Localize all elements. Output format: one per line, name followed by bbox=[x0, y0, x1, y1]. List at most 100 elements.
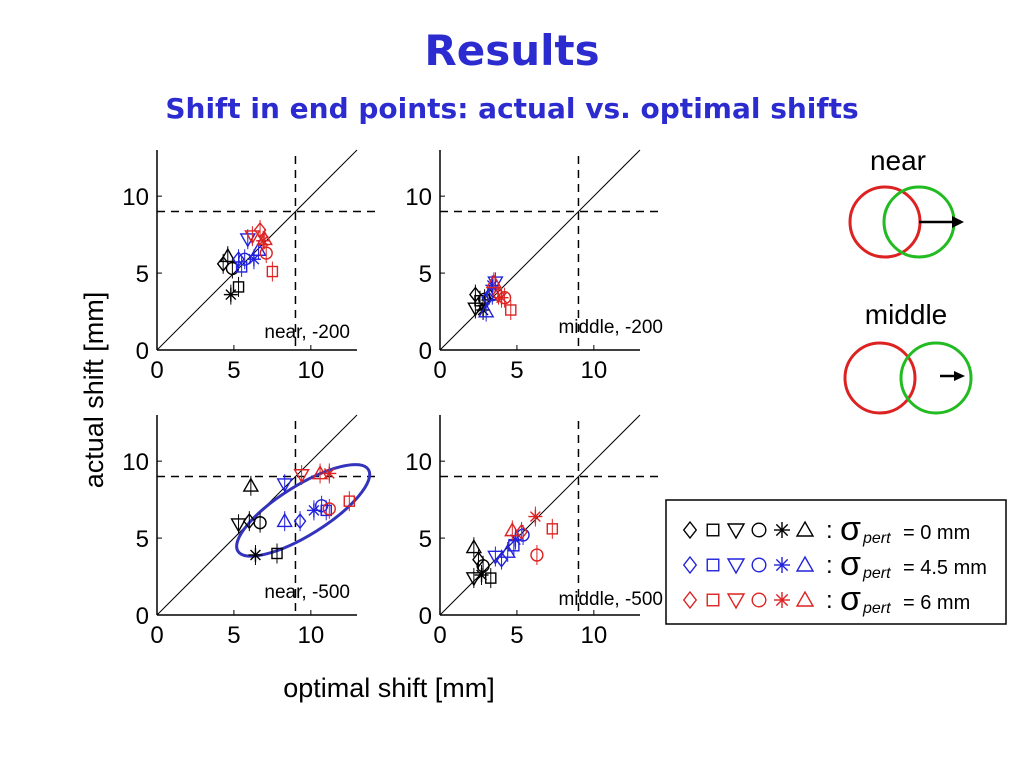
data-point-black-diamond bbox=[472, 549, 485, 570]
data-point-blue-asterisk bbox=[306, 500, 321, 521]
panel-label: near, -200 bbox=[264, 322, 350, 343]
legend-value: = 6 mm bbox=[903, 592, 970, 614]
data-point-black-diamond bbox=[216, 253, 230, 274]
data-point-black-triangle-up bbox=[465, 537, 483, 558]
legend-marker-circle bbox=[751, 592, 767, 608]
legend-row-black: : σ pert = 0 mm bbox=[682, 510, 970, 548]
legend-marker-triangle-down bbox=[726, 558, 746, 575]
data-point-blue-triangle-down bbox=[276, 474, 293, 495]
near-condition-label: near bbox=[870, 145, 926, 176]
x-tick-label: 0 bbox=[433, 357, 446, 384]
x-tick-label: 5 bbox=[510, 357, 523, 384]
data-point-black-asterisk bbox=[248, 545, 263, 565]
data-point-black-square bbox=[485, 568, 497, 589]
y-tick-label: 0 bbox=[419, 603, 432, 630]
identity-line bbox=[156, 149, 358, 351]
legend-colon: : bbox=[826, 517, 833, 544]
data-point-black-diamond bbox=[242, 511, 256, 532]
data-point-red-asterisk bbox=[256, 230, 271, 251]
y-tick-label: 0 bbox=[136, 603, 149, 630]
y-tick-label: 5 bbox=[136, 526, 149, 553]
data-point-blue-diamond bbox=[293, 511, 307, 532]
x-tick-label: 5 bbox=[227, 622, 240, 649]
panel-2: 0 5 10 0 5 10 middle, -200 bbox=[405, 149, 663, 384]
middle-arrow-head bbox=[954, 371, 965, 381]
y-tick-label: 0 bbox=[419, 338, 432, 365]
data-point-black-circle bbox=[253, 512, 267, 533]
legend-marker-asterisk bbox=[774, 522, 790, 538]
data-point-black-triangle-up bbox=[242, 475, 260, 496]
legend-marker-triangle-up bbox=[795, 555, 815, 572]
pert-subscript: pert bbox=[862, 565, 891, 582]
data-point-red-square bbox=[546, 518, 559, 539]
data-point-red-triangle-up bbox=[485, 272, 503, 293]
data-point-red-circle bbox=[530, 545, 544, 565]
scatter-panels: 0 5 10 0 5 10 near, -200 0 5 10 0 5 10 middle, -200 0 5… bbox=[122, 149, 663, 649]
legend-colon: : bbox=[826, 552, 833, 579]
data-point-red-square bbox=[266, 261, 279, 282]
data-point-black-square bbox=[232, 276, 245, 297]
middle-condition-label: middle bbox=[865, 299, 947, 330]
sigma-symbol: σ bbox=[840, 580, 861, 618]
data-point-red-triangle-down bbox=[244, 226, 261, 247]
slide-subtitle: Shift in end points: actual vs. optimal … bbox=[165, 92, 859, 125]
legend-marker-circle bbox=[751, 522, 767, 538]
pert-subscript: pert bbox=[862, 530, 891, 547]
x-axis-label: optimal shift [mm] bbox=[283, 673, 495, 703]
near-arrow-head bbox=[952, 216, 964, 228]
slide-title: Results bbox=[424, 26, 600, 75]
legend-value: = 0 mm bbox=[903, 522, 970, 544]
data-point-red-triangle-up bbox=[504, 520, 521, 541]
y-tick-label: 10 bbox=[405, 449, 432, 476]
panel-label: middle, -500 bbox=[558, 589, 663, 610]
data-point-black-triangle-down bbox=[230, 514, 247, 535]
data-point-red-triangle-up bbox=[311, 463, 329, 484]
data-point-red-asterisk bbox=[322, 463, 337, 484]
sigma-symbol: σ bbox=[840, 510, 861, 548]
data-point-red-square bbox=[343, 491, 356, 512]
panel-3: 0 5 10 0 5 10 near, -500 bbox=[122, 414, 377, 649]
legend-marker-diamond bbox=[682, 520, 698, 540]
legend-colon: : bbox=[826, 587, 833, 614]
x-tick-label: 10 bbox=[580, 622, 607, 649]
data-point-red-asterisk bbox=[528, 506, 543, 527]
legend-row-blue: : σ pert = 4.5 mm bbox=[682, 545, 987, 583]
y-tick-label: 5 bbox=[136, 261, 149, 288]
legend-marker-asterisk bbox=[774, 592, 790, 608]
legend-marker-triangle-up bbox=[795, 520, 815, 537]
highlight-ellipse bbox=[235, 463, 372, 558]
y-tick-label: 10 bbox=[122, 184, 149, 211]
panel-label: middle, -200 bbox=[558, 317, 663, 338]
data-point-blue-triangle-up bbox=[477, 301, 495, 322]
legend-marker-square bbox=[706, 558, 720, 572]
legend-marker-triangle-up bbox=[795, 590, 815, 607]
panel-label: near, -500 bbox=[264, 582, 350, 603]
x-tick-label: 10 bbox=[297, 622, 324, 649]
identity-line bbox=[439, 149, 641, 351]
data-point-red-circle bbox=[259, 243, 273, 264]
identity-line bbox=[439, 414, 641, 616]
data-point-red-circle bbox=[322, 498, 336, 519]
data-point-black-circle bbox=[476, 555, 490, 576]
middle-target-circle bbox=[843, 341, 917, 415]
data-point-black-asterisk bbox=[474, 565, 489, 585]
y-tick-label: 0 bbox=[136, 338, 149, 365]
data-point-black-asterisk bbox=[223, 284, 238, 305]
x-tick-label: 5 bbox=[227, 357, 240, 384]
legend-box: : σ pert = 0 mm: σ pert = 4.5 mm: σ pert = 6 mm bbox=[665, 499, 1007, 625]
data-point-blue-triangle-down bbox=[487, 546, 504, 567]
data-point-black-square bbox=[271, 543, 283, 564]
x-tick-label: 5 bbox=[510, 622, 523, 649]
legend-marker-triangle-down bbox=[726, 593, 746, 610]
y-tick-label: 10 bbox=[122, 449, 149, 476]
middle-shifted-circle bbox=[899, 341, 973, 415]
legend-marker-square bbox=[706, 523, 720, 537]
data-point-red-triangle-down bbox=[293, 465, 310, 485]
data-point-red-square bbox=[505, 300, 517, 320]
legend-value: = 4.5 mm bbox=[903, 557, 987, 579]
data-point-red-asterisk bbox=[494, 287, 509, 308]
data-point-red-diamond bbox=[515, 521, 528, 542]
legend-marker-triangle-down bbox=[726, 523, 746, 540]
